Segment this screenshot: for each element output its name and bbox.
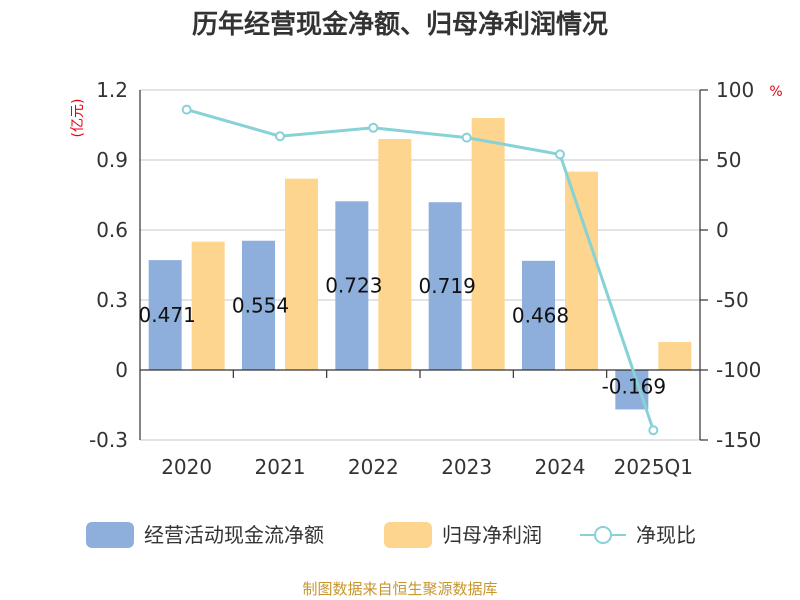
category-label: 2024 <box>535 455 586 479</box>
cashflow-bar <box>148 260 182 370</box>
net-cash-ratio-point <box>461 132 472 143</box>
net-cash-ratio-point <box>275 131 285 142</box>
legend: 经营活动现金流净额 归母净利润 净现比 <box>86 522 696 548</box>
net-profit-bar <box>658 342 692 370</box>
cashflow-bar <box>242 240 275 370</box>
right-tick-label: -100 <box>716 358 761 382</box>
line-series-group <box>181 104 659 436</box>
left-tick-label: 1.2 <box>96 78 128 102</box>
category-label: 2023 <box>441 455 492 479</box>
category-label: 2025Q1 <box>614 455 693 479</box>
net-profit-bar <box>471 118 505 370</box>
right-axis-unit: % <box>769 84 782 100</box>
cashflow-data-label: 0.471 <box>139 303 196 327</box>
net-profit-bar <box>285 178 318 370</box>
left-tick-label: 0.3 <box>96 288 128 312</box>
category-label: 2020 <box>161 455 212 479</box>
right-tick-label: 100 <box>716 78 754 102</box>
left-tick-label: 0.9 <box>96 148 128 172</box>
cashflow-data-label: 0.554 <box>232 293 289 317</box>
chart-title: 历年经营现金净额、归母净利润情况 <box>192 9 608 40</box>
right-tick-label: -50 <box>716 288 749 312</box>
cashflow-bar <box>335 201 369 370</box>
cashflow-data-label: 0.719 <box>419 274 476 298</box>
cashflow-data-label: 0.723 <box>325 274 382 298</box>
cashflow-data-label: 0.468 <box>512 303 569 327</box>
left-axis-unit: (亿元) <box>70 99 86 138</box>
legend-label: 经营活动现金流净额 <box>144 523 324 547</box>
right-tick-label: 0 <box>716 218 729 242</box>
legend-swatch <box>86 522 134 548</box>
category-label: 2021 <box>255 455 306 479</box>
legend-swatch <box>384 522 432 548</box>
net-profit-bar <box>378 139 412 370</box>
net-cash-ratio-point <box>181 104 192 115</box>
right-tick-label: -150 <box>716 428 761 452</box>
bar-series-group <box>148 118 692 410</box>
cashflow-data-label: -0.169 <box>602 374 666 398</box>
cashflow-bar <box>522 260 555 370</box>
data-labels: 0.471 0.554 0.723 0.719 0.468 -0.169 <box>139 274 667 399</box>
source-note: 制图数据来自恒生聚源数据库 <box>302 580 497 598</box>
category-label: 2022 <box>348 455 399 479</box>
net-cash-ratio-line <box>186 108 655 431</box>
legend-label: 归母净利润 <box>442 523 542 547</box>
axes: -0.3 0 0.3 0.6 0.9 1.2 -150 -100 -50 0 50 100 2020 20… <box>89 78 761 479</box>
net-cash-ratio-point <box>648 425 659 436</box>
net-profit-bar <box>565 171 598 370</box>
right-tick-label: 50 <box>716 148 741 172</box>
left-tick-label: 0 <box>115 358 128 382</box>
left-tick-label: 0.6 <box>96 218 128 242</box>
net-cash-ratio-point <box>368 122 379 133</box>
legend-label: 净现比 <box>636 523 696 547</box>
legend-marker <box>594 526 612 544</box>
net-cash-ratio-point <box>555 149 565 160</box>
left-tick-label: -0.3 <box>89 428 128 452</box>
cashflow-bar <box>428 202 462 370</box>
net-profit-bar <box>191 241 225 370</box>
